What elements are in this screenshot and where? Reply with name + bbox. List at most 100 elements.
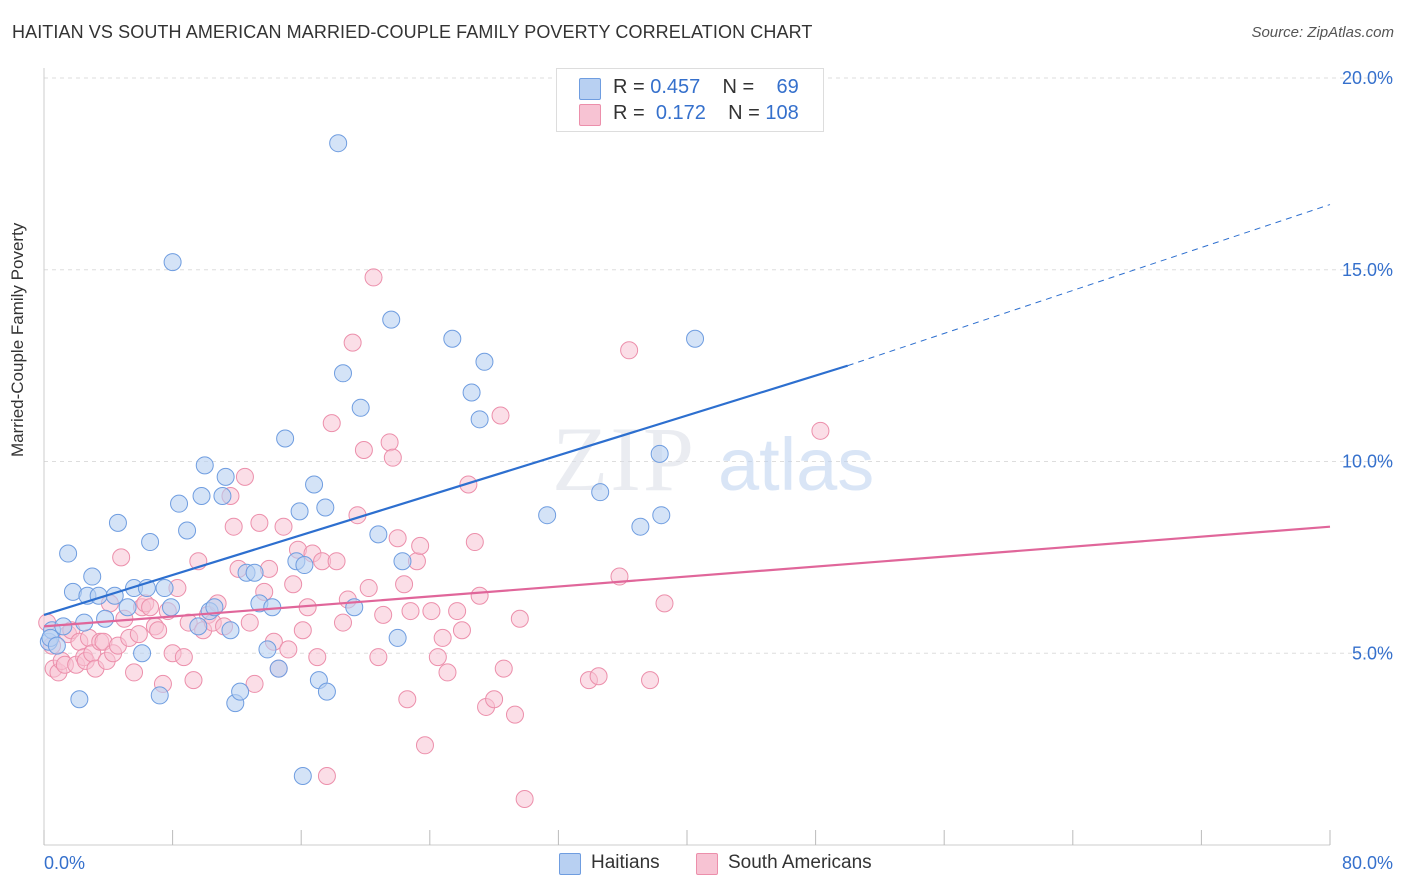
south-american-point [354,440,373,459]
haitian-point [393,552,412,571]
south-american-swatch [696,853,718,875]
haitian-point [316,498,335,517]
south-american-point [245,674,264,693]
south-american-point [459,475,478,494]
south-american-point [343,333,362,352]
south-american-point [333,613,352,632]
haitian-point [245,563,264,582]
haitian-point [133,644,152,663]
haitian-point [591,483,610,502]
haitian-point [462,383,481,402]
haitian-point [258,640,277,659]
south-american-point [112,548,131,567]
haitian-point [141,533,160,552]
south-american-point [364,268,383,287]
south-american-swatch [579,104,601,126]
haitian-point [216,467,235,486]
haitian-point [189,617,208,636]
south-american-point [438,663,457,682]
south-american-point [149,621,168,640]
south-american-trend-line [43,525,1331,628]
south-american-point [374,605,393,624]
haitian-point [295,556,314,575]
south-american-point [380,433,399,452]
south-american-point [411,536,430,555]
x-tick-label: 80.0% [1342,853,1393,873]
y-tick-label: 15.0% [1342,260,1393,280]
watermark-zip: ZIP [552,408,696,510]
haitian-point [652,506,671,525]
haitian-point [178,521,197,540]
haitian-point [538,506,557,525]
y-tick-label: 5.0% [1352,643,1393,663]
south-american-points [38,268,830,808]
south-american-point [485,690,504,709]
haitian-point [96,609,115,628]
haitian-point [59,544,78,563]
haitian-point [221,621,240,640]
south-american-point [589,667,608,686]
south-american-point [383,448,402,467]
haitian-point [231,682,250,701]
n-label: N = [722,76,755,98]
south-american-point [428,648,447,667]
haitian-point [317,682,336,701]
south-american-point [359,579,378,598]
haitian-point [305,475,324,494]
south-american-point [470,586,489,605]
south-american-point [452,621,471,640]
legend-south-text: R = 0.172 N = 108 [613,102,799,125]
south-american-point [510,609,529,628]
correlation-legend: R = 0.457 N = 69 R = 0.172 N = 108 [556,68,824,132]
haitian-point [170,494,189,513]
haitian-point [686,329,705,348]
haitian-swatch [559,853,581,875]
r-value: 0.457 [650,76,701,98]
trend-lines [43,204,1331,628]
south-american-point [388,529,407,548]
y-tick-label: 20.0% [1342,68,1393,88]
south-american-point [279,640,298,659]
y-tick-label: 10.0% [1342,452,1393,472]
x-tick-label: 0.0% [44,853,85,873]
south-american-point [240,613,259,632]
south-american-point [433,628,452,647]
south-american-point [125,663,144,682]
haitian-swatch [579,78,601,100]
south-american-point [308,648,327,667]
legend-south-americans-label: South Americans [728,852,872,873]
haitian-point [382,310,401,329]
south-american-point [129,625,148,644]
n-value: 69 [776,76,799,98]
haitian-point [333,364,352,383]
r-label: R = [613,102,645,124]
haitian-point [351,398,370,417]
south-american-point [293,621,312,640]
south-american-point [491,406,510,425]
south-american-point [465,533,484,552]
haitian-point [118,598,137,617]
haitian-point [369,525,388,544]
south-american-point [398,690,417,709]
r-label: R = [613,76,645,98]
tick-labels: 5.0% 10.0% 15.0% 20.0% 0.0% 80.0% [44,68,1393,873]
watermark: ZIP atlas [552,408,874,510]
source-label: Source: ZipAtlas.com [1251,24,1394,41]
haitian-point [83,567,102,586]
legend-haitian-text: R = 0.457 N = 69 [613,76,799,99]
haitian-point [155,579,174,598]
r-value: 0.172 [655,102,706,124]
haitian-point [205,598,224,617]
haitian-point [276,429,295,448]
haitian-point [293,766,312,785]
south-american-point [184,671,203,690]
south-american-point [415,736,434,755]
haitian-point [195,456,214,475]
haitian-point [269,659,288,678]
haitian-point [150,686,169,705]
watermark-atlas: atlas [718,423,874,506]
south-american-point [422,602,441,621]
haitian-points [39,134,705,785]
south-american-point [327,552,346,571]
